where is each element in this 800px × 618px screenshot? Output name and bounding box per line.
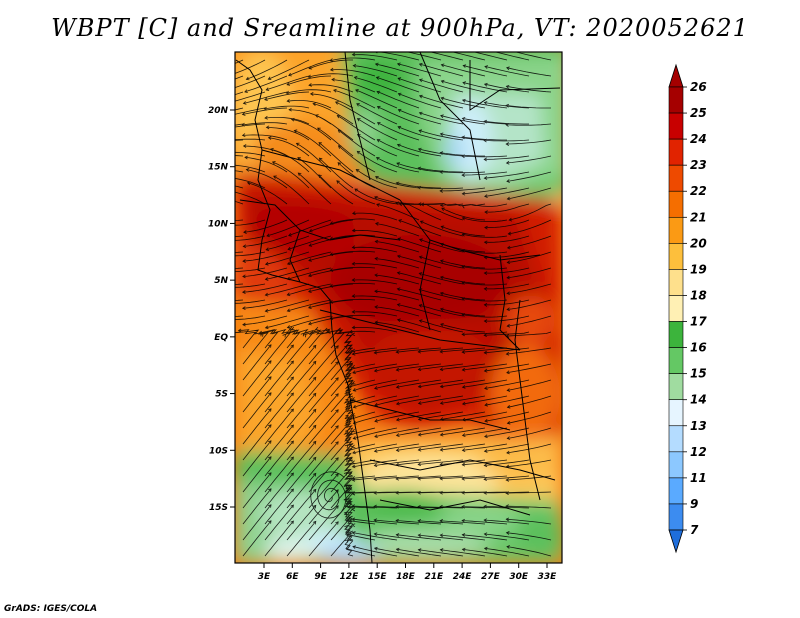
lon-label: 24E [453,572,473,582]
lat-label: 15S [209,503,228,513]
colorbar-label: 20 [690,236,707,250]
lon-label: 3E [258,572,271,582]
lat-label: 20N [208,106,229,116]
colorbar-label: 25 [690,106,707,120]
lon-label: 30E [509,572,529,582]
grads-credit: GrADS: IGES/COLA [4,604,98,614]
lat-label: 5S [215,390,228,400]
map-title: WBPT [C] and Sreamline at 900hPa, VT: 20… [51,14,749,42]
colorbar-segment [668,190,684,218]
colorbar-label: 23 [690,158,707,172]
colorbar-segment [668,399,684,427]
colorbar-segment [668,503,684,531]
colorbar-segment [668,321,684,348]
colorbar-label: 7 [690,523,699,537]
colorbar-label: 13 [690,419,707,433]
colorbar-label: 26 [690,80,707,94]
colorbar-segment [668,477,684,505]
colorbar-segment [668,138,684,166]
colorbar-label: 19 [690,262,707,276]
colorbar-segment [668,373,684,401]
longitude-axis: 3E 6E 9E 12E 15E 18E 21E 24E 27E 30E 33E [258,563,557,582]
colorbar-segment [668,295,684,322]
lat-label: 10N [208,219,229,229]
colorbar-segment [668,451,684,479]
lon-label: 15E [368,572,388,582]
lon-label: 18E [396,572,416,582]
lat-label: 5N [214,276,228,286]
latitude-axis: 20N 15N 10N 5N EQ 5S 10S 15S [208,106,235,513]
colorbar-label: 15 [690,367,707,381]
lon-label: 12E [340,572,360,582]
colorbar-segment [668,425,684,453]
lon-label: 21E [424,572,444,582]
streamlines [235,52,552,557]
lon-label: 27E [481,572,501,582]
lat-label: 15N [208,163,229,173]
colorbar-top-arrow [668,63,684,88]
lon-label: 33E [538,572,558,582]
colorbar-label: 24 [690,132,707,146]
colorbar-label: 16 [690,341,707,355]
lon-label: 9E [314,572,327,582]
colorbar-segment [668,243,684,270]
colorbar-label: 12 [690,445,707,459]
colorbar-segment [668,86,684,114]
colorbar-label: 17 [690,315,707,329]
colorbar-label: 11 [690,471,707,485]
colorbar: 26 25 24 23 22 21 20 19 18 17 16 15 14 13 12 11 9 7 [668,63,707,554]
colorbar-segment [668,164,684,192]
lat-label: 10S [209,446,228,456]
colorbar-label: 9 [690,497,698,511]
colorbar-bottom-arrow [668,529,684,554]
colorbar-segment [668,269,684,296]
colorbar-segment [668,347,684,374]
colorbar-label: 21 [690,210,707,224]
colorbar-segment [668,112,684,140]
map-frame [234,51,563,564]
colorbar-segment [668,216,684,244]
colorbar-label: 22 [690,184,707,198]
lon-label: 6E [286,572,299,582]
coastlines-and-borders [235,52,561,563]
colorbar-label: 18 [690,288,707,302]
lat-label: EQ [214,333,228,343]
colorbar-label: 14 [690,393,707,407]
